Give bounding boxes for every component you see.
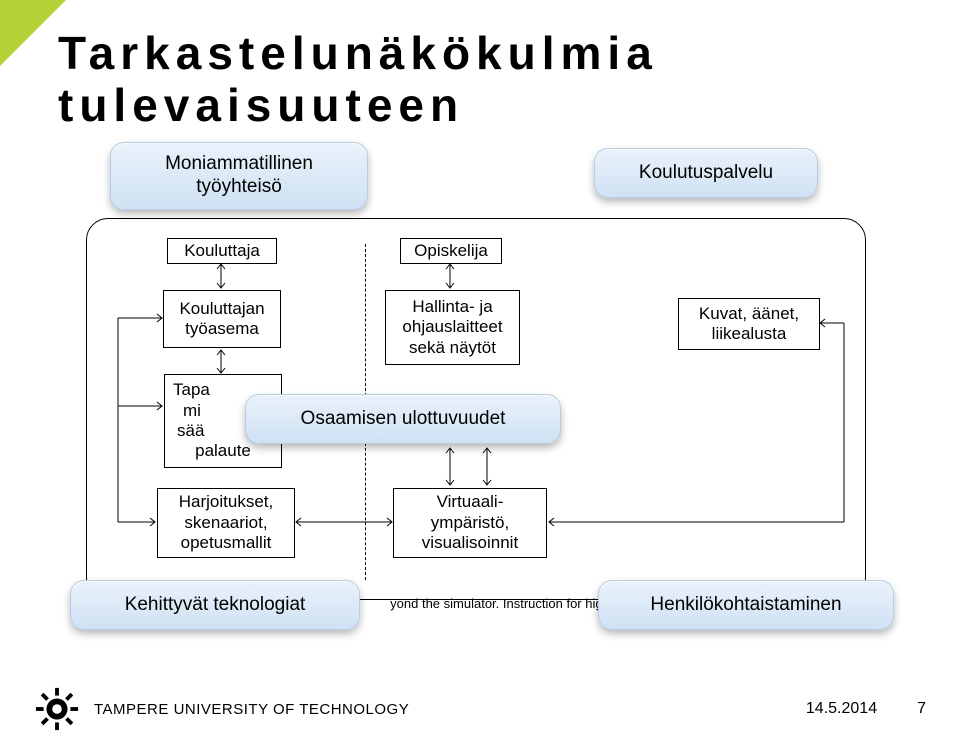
pill-koulutuspalvelu: Koulutuspalvelu	[594, 148, 818, 198]
accent-triangle	[0, 0, 66, 66]
tapa-frag-2: mi	[173, 401, 201, 421]
slide-title: Tarkastelunäkökulmia tulevaisuuteen	[58, 28, 658, 131]
box-kuvat: Kuvat, äänet, liikealusta	[678, 298, 820, 350]
box-kouluttajan-tyoasema: Kouluttajan työasema	[163, 290, 281, 348]
citation-fragment-text: yond the simulator. Instruction for high	[390, 596, 610, 612]
pill-henkilokohtaistaminen: Henkilökohtaistaminen	[598, 580, 894, 630]
slide-title-line2: tulevaisuuteen	[58, 79, 464, 131]
box-opiskelija: Opiskelija	[400, 238, 502, 264]
box-virtuaali: Virtuaali- ympäristö, visualisoinnit	[393, 488, 547, 558]
tapa-frag-3: sää	[173, 421, 204, 441]
university-logo: TAMPERE UNIVERSITY OF TECHNOLOGY	[34, 686, 409, 732]
slide-title-line1: Tarkastelunäkökulmia	[58, 27, 658, 79]
pill-osaamisen: Osaamisen ulottuvuudet	[245, 394, 561, 444]
diagram-canvas: Moniammatillinen työyhteisö Koulutuspalv…	[50, 150, 910, 658]
footer: TAMPERE UNIVERSITY OF TECHNOLOGY 14.5.20…	[0, 686, 960, 752]
tapa-frag-1: Tapa	[173, 380, 210, 400]
box-hallinta: Hallinta- ja ohjauslaitteet sekä näytöt	[385, 290, 520, 365]
footer-date: 14.5.2014	[806, 700, 877, 718]
tapa-frag-4: palaute	[195, 441, 251, 461]
page-number: 7	[917, 700, 926, 718]
university-name: TAMPERE UNIVERSITY OF TECHNOLOGY	[94, 701, 409, 718]
box-kouluttaja: Kouluttaja	[167, 238, 277, 264]
pill-kehittyvat: Kehittyvät teknologiat	[70, 580, 360, 630]
box-harjoitukset: Harjoitukset, skenaariot, opetusmallit	[157, 488, 295, 558]
pill-moniammatillinen: Moniammatillinen työyhteisö	[110, 142, 368, 210]
gear-icon	[34, 686, 80, 732]
